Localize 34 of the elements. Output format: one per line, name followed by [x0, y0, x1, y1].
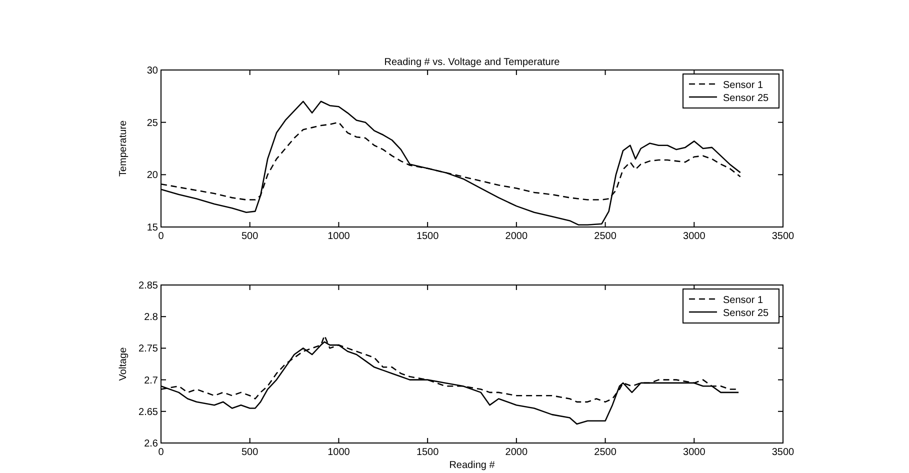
x-tick-label: 2000	[505, 231, 528, 242]
y-axis-title: Temperature	[118, 120, 129, 177]
y-tick-label: 2.7	[144, 375, 158, 386]
x-axis-title: Reading #	[449, 460, 496, 471]
legend-label: Sensor 1	[723, 295, 764, 306]
y-tick-label: 2.85	[138, 280, 158, 292]
x-tick-label: 1000	[328, 447, 350, 458]
legend-label: Sensor 25	[723, 308, 770, 319]
x-tick-label: 3500	[772, 447, 795, 458]
x-tick-label: 3500	[772, 231, 795, 242]
x-tick-label: 1500	[416, 447, 440, 458]
chart-title: Reading # vs. Voltage and Temperature	[384, 57, 560, 68]
x-tick-label: 2000	[505, 447, 528, 458]
y-tick-label: 2.65	[138, 406, 158, 418]
x-tick-label: 2500	[594, 447, 617, 458]
x-tick-label: 500	[242, 231, 259, 242]
y-tick-label: 2.6	[144, 438, 158, 450]
x-tick-label: 3000	[683, 447, 706, 458]
x-tick-label: 1500	[416, 231, 440, 242]
y-tick-label: 20	[146, 170, 158, 182]
y-tick-label: 2.75	[138, 344, 158, 355]
x-tick-label: 0	[158, 231, 164, 242]
x-tick-label: 0	[158, 447, 164, 458]
x-tick-label: 2500	[594, 231, 617, 242]
legend-label: Sensor 25	[723, 93, 770, 104]
y-axis-title: Voltage	[118, 346, 129, 381]
x-tick-label: 500	[242, 447, 259, 458]
legend-label: Sensor 1	[723, 80, 764, 91]
y-tick-label: 2.8	[144, 312, 158, 324]
x-tick-label: 3000	[683, 231, 706, 242]
y-tick-label: 30	[146, 66, 158, 76]
y-tick-label: 15	[146, 222, 158, 234]
y-tick-label: 25	[146, 118, 158, 129]
x-tick-label: 1000	[328, 231, 350, 242]
